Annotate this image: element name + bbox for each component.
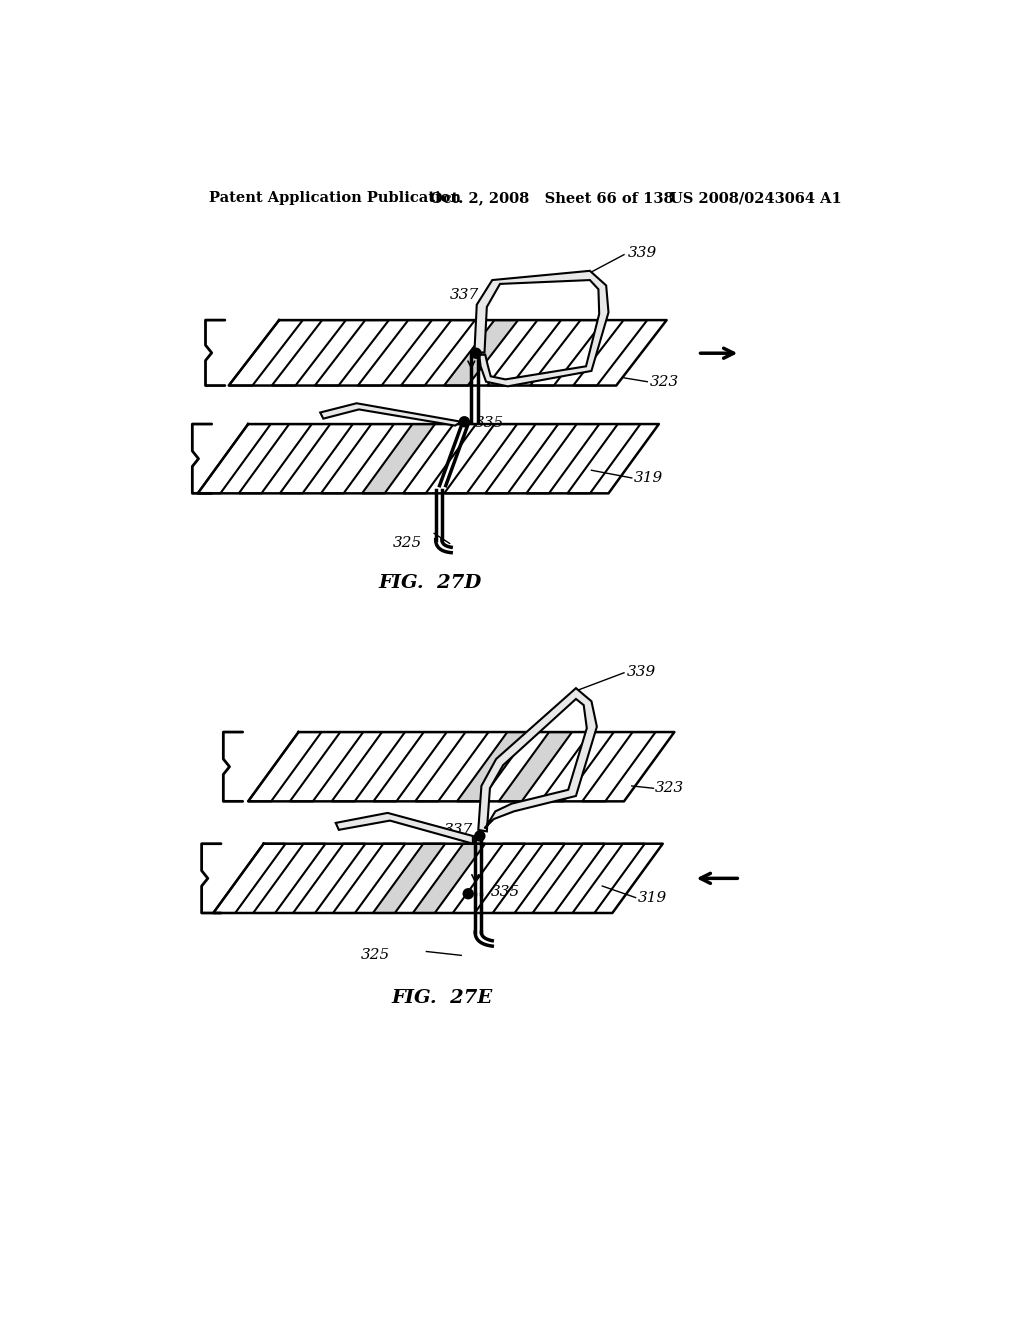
Polygon shape (487, 321, 561, 385)
Polygon shape (453, 843, 525, 913)
Text: 339: 339 (628, 246, 657, 260)
Polygon shape (362, 424, 435, 494)
Polygon shape (213, 843, 286, 913)
Text: 335: 335 (490, 886, 520, 899)
Polygon shape (239, 424, 311, 494)
Polygon shape (280, 424, 353, 494)
Polygon shape (403, 424, 476, 494)
Polygon shape (493, 843, 565, 913)
Polygon shape (290, 733, 364, 801)
Text: 323: 323 (655, 781, 684, 795)
Text: US 2008/0243064 A1: US 2008/0243064 A1 (671, 191, 843, 206)
Polygon shape (293, 843, 366, 913)
Polygon shape (321, 424, 394, 494)
Text: Patent Application Publication: Patent Application Publication (209, 191, 462, 206)
Circle shape (475, 832, 484, 841)
Polygon shape (583, 733, 655, 801)
Polygon shape (474, 271, 608, 387)
Polygon shape (336, 813, 473, 843)
Polygon shape (567, 424, 640, 494)
Text: FIG.  27E: FIG. 27E (391, 989, 493, 1007)
Polygon shape (401, 321, 475, 385)
Polygon shape (228, 321, 303, 385)
Polygon shape (530, 321, 604, 385)
Polygon shape (413, 843, 485, 913)
Circle shape (464, 890, 473, 899)
Polygon shape (541, 733, 613, 801)
Polygon shape (321, 404, 461, 425)
Text: 319: 319 (638, 891, 668, 904)
Polygon shape (314, 321, 389, 385)
Polygon shape (532, 843, 605, 913)
Polygon shape (198, 424, 270, 494)
Text: 337: 337 (450, 289, 479, 302)
Polygon shape (271, 321, 346, 385)
Polygon shape (499, 733, 572, 801)
Polygon shape (332, 733, 406, 801)
Text: 319: 319 (634, 471, 664, 484)
Polygon shape (373, 843, 445, 913)
Text: 335: 335 (475, 416, 505, 429)
Polygon shape (572, 843, 645, 913)
Polygon shape (333, 843, 406, 913)
Text: 339: 339 (627, 665, 655, 678)
Text: 325: 325 (360, 948, 390, 962)
Polygon shape (374, 733, 446, 801)
Polygon shape (444, 321, 518, 385)
Polygon shape (415, 733, 488, 801)
Text: 325: 325 (393, 536, 422, 550)
Text: 323: 323 (649, 375, 679, 388)
Circle shape (471, 348, 480, 358)
Circle shape (460, 417, 469, 426)
Polygon shape (358, 321, 432, 385)
Polygon shape (573, 321, 647, 385)
Polygon shape (526, 424, 599, 494)
Polygon shape (478, 688, 597, 832)
Text: FIG.  27D: FIG. 27D (379, 574, 482, 593)
Polygon shape (253, 843, 326, 913)
Polygon shape (444, 424, 517, 494)
Polygon shape (485, 424, 558, 494)
Text: Oct. 2, 2008   Sheet 66 of 138: Oct. 2, 2008 Sheet 66 of 138 (430, 191, 674, 206)
Polygon shape (248, 733, 322, 801)
Text: 337: 337 (444, 822, 473, 837)
Polygon shape (457, 733, 530, 801)
